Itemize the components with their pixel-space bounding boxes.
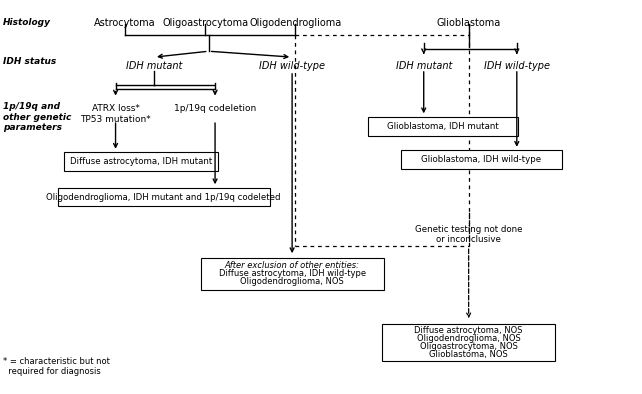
Text: Diffuse astrocytoma, IDH wild-type: Diffuse astrocytoma, IDH wild-type [218,269,366,278]
Text: Diffuse astrocytoma, IDH mutant: Diffuse astrocytoma, IDH mutant [70,157,213,166]
Bar [58,188,270,206]
Text: IDH status: IDH status [3,57,56,65]
Text: * = characteristic but not
  required for diagnosis: * = characteristic but not required for … [3,357,110,376]
Text: Glioblastoma: Glioblastoma [437,18,501,28]
Text: After exclusion of other entities:: After exclusion of other entities: [225,261,360,270]
Text: Glioblastoma, IDH mutant: Glioblastoma, IDH mutant [387,122,499,130]
Text: IDH wild-type: IDH wild-type [484,61,550,71]
Text: Oligoastrocytoma, NOS: Oligoastrocytoma, NOS [420,342,517,351]
Bar [401,150,562,169]
Bar [64,152,218,171]
Text: IDH mutant: IDH mutant [126,61,182,71]
Text: Oligodendroglioma, IDH mutant and 1p/19q codeleted: Oligodendroglioma, IDH mutant and 1p/19q… [46,193,281,201]
Text: Oligodendroglioma, NOS: Oligodendroglioma, NOS [417,334,521,343]
Text: Oligodendroglioma, NOS: Oligodendroglioma, NOS [240,277,344,286]
Text: IDH mutant: IDH mutant [395,61,452,71]
Bar [382,324,555,362]
Text: Oligodendroglioma: Oligodendroglioma [249,18,342,28]
Bar [200,258,383,290]
Text: Histology: Histology [3,18,51,27]
Text: Glioblastoma, IDH wild-type: Glioblastoma, IDH wild-type [421,155,542,164]
Text: 1p/19q and
other genetic
parameters: 1p/19q and other genetic parameters [3,102,72,132]
Bar [367,117,518,136]
Text: Oligoastrocytoma: Oligoastrocytoma [162,18,248,28]
Text: ATRX loss*
TP53 mutation*: ATRX loss* TP53 mutation* [80,104,151,124]
Text: Genetic testing not done
or inconclusive: Genetic testing not done or inconclusive [415,225,523,244]
Text: Astrocytoma: Astrocytoma [94,18,156,28]
Text: 1p/19q codeletion: 1p/19q codeletion [174,104,256,113]
Text: IDH wild-type: IDH wild-type [259,61,325,71]
Text: Glioblastoma, NOS: Glioblastoma, NOS [429,351,508,359]
Text: Diffuse astrocytoma, NOS: Diffuse astrocytoma, NOS [414,326,523,335]
